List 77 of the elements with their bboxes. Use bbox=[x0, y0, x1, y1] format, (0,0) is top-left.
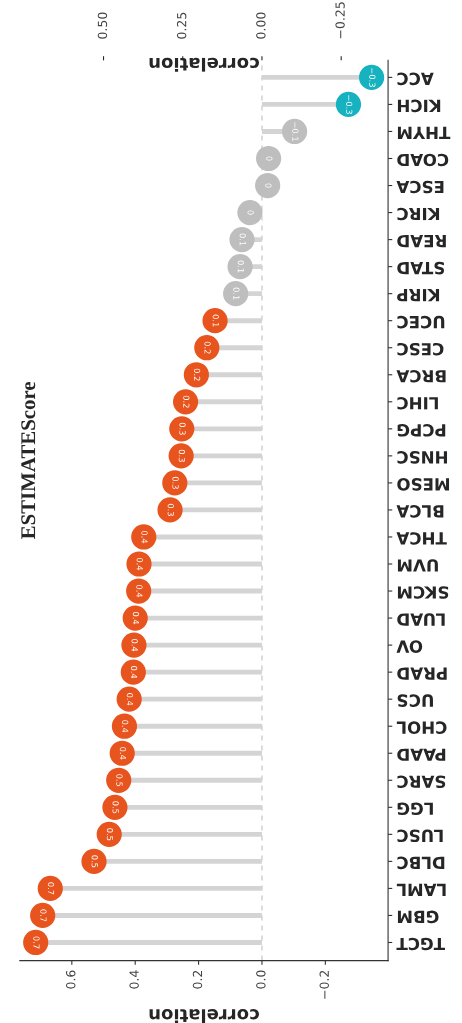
y-tick-label: PRAD bbox=[397, 667, 447, 680]
y-tick-label: UCEC bbox=[397, 315, 445, 329]
data-label: −0.1 bbox=[292, 122, 299, 141]
data-label: 0.4 bbox=[131, 639, 138, 652]
point bbox=[237, 199, 263, 226]
y-tick-label: TGCT bbox=[396, 937, 445, 951]
data-label: 0.5 bbox=[112, 801, 119, 814]
y-tick-label: HNSC bbox=[397, 451, 448, 464]
data-label: 0.4 bbox=[130, 666, 138, 679]
y-tick-label: ESCA bbox=[396, 180, 444, 194]
data-label: 0.5 bbox=[106, 828, 114, 841]
x-tick-label: 0.6 bbox=[66, 970, 76, 989]
x2-tick-label: −0.25 bbox=[335, 2, 345, 39]
y-tick-label: COAD bbox=[397, 153, 449, 167]
y-tick-label: THYM bbox=[397, 126, 451, 140]
y-tick-label: GBM bbox=[397, 910, 439, 924]
data-label: 0.3 bbox=[167, 503, 174, 516]
y-tick-label: LAML bbox=[396, 883, 446, 896]
x2-tick-label: 0.00 bbox=[256, 12, 266, 39]
data-label: 0.5 bbox=[116, 774, 123, 787]
x2-tick-label: 0.50 bbox=[97, 12, 108, 39]
data-label: 0.4 bbox=[122, 720, 129, 733]
data-label: 0.7 bbox=[33, 936, 40, 949]
y-tick-label: BRCA bbox=[396, 369, 446, 383]
x-tick-label: −0.2 bbox=[319, 970, 329, 999]
y-tick-label: STAD bbox=[397, 261, 445, 275]
data-label: 0.2 bbox=[204, 341, 211, 354]
y-tick-label: KICH bbox=[397, 99, 441, 113]
data-label: 0.4 bbox=[141, 530, 148, 544]
data-label: 0.2 bbox=[183, 395, 190, 408]
data-label: 0.3 bbox=[178, 449, 186, 462]
y-tick-label: KIRC bbox=[397, 207, 440, 221]
data-label: −0.3 bbox=[346, 95, 353, 114]
x2-axis-title: correlation bbox=[149, 57, 259, 72]
x-tick-label: 0.4 bbox=[129, 970, 139, 989]
point bbox=[256, 145, 282, 172]
y-tick-label: DLBC bbox=[397, 856, 445, 870]
data-label: 0.7 bbox=[40, 909, 47, 922]
y-tick-label: UVM bbox=[397, 559, 438, 572]
y-tick-label: OV bbox=[396, 640, 423, 653]
data-label: −0.3 bbox=[369, 68, 376, 87]
y-tick-label: LGG bbox=[397, 802, 433, 816]
y-tick-label: UCS bbox=[397, 694, 433, 707]
y-tick-label: PCPG bbox=[397, 424, 446, 437]
data-label: 0.3 bbox=[172, 476, 179, 489]
y-tick-label: PAAD bbox=[397, 748, 446, 761]
x-tick-label: 0.2 bbox=[192, 970, 203, 989]
y-tick-label: THCA bbox=[396, 532, 447, 545]
data-label: 0.1 bbox=[233, 287, 240, 300]
data-label: 0.4 bbox=[119, 747, 127, 760]
y-tick-label: CESC bbox=[397, 342, 444, 356]
data-label: 0.3 bbox=[179, 422, 186, 435]
x-axis-title: correlation bbox=[149, 1009, 259, 1023]
text: ESTIMATEScore bbox=[21, 381, 36, 539]
data-label: 0.4 bbox=[136, 557, 143, 571]
data-label: 0.4 bbox=[132, 612, 140, 625]
data-label: 0.7 bbox=[47, 882, 55, 895]
y-tick-label: LUAD bbox=[397, 613, 445, 626]
y-tick-label: SKCM bbox=[397, 586, 449, 599]
data-label: 0.1 bbox=[212, 314, 219, 327]
data-label: 0.4 bbox=[126, 693, 134, 706]
x-tick-label: 0.0 bbox=[256, 970, 266, 989]
y-tick-label: ACC bbox=[397, 72, 434, 86]
y-tick-label: KIRP bbox=[397, 289, 440, 302]
y-tick-label: LUSC bbox=[397, 829, 443, 843]
data-label: 0.4 bbox=[136, 584, 143, 598]
y-tick-label: MESO bbox=[397, 478, 450, 491]
x2-tick-label: 0.25 bbox=[176, 12, 187, 39]
point bbox=[255, 172, 281, 199]
data-label: 0.2 bbox=[193, 368, 201, 381]
data-label: 0.1 bbox=[237, 260, 244, 273]
y-tick-label: BLCA bbox=[396, 505, 444, 518]
y-tick-label: LIHC bbox=[397, 396, 438, 410]
y-tick-label: READ bbox=[397, 235, 446, 248]
y-tick-label: SARC bbox=[397, 775, 446, 789]
y-tick-label: CHOL bbox=[396, 721, 447, 734]
data-label: 0.5 bbox=[91, 855, 98, 868]
